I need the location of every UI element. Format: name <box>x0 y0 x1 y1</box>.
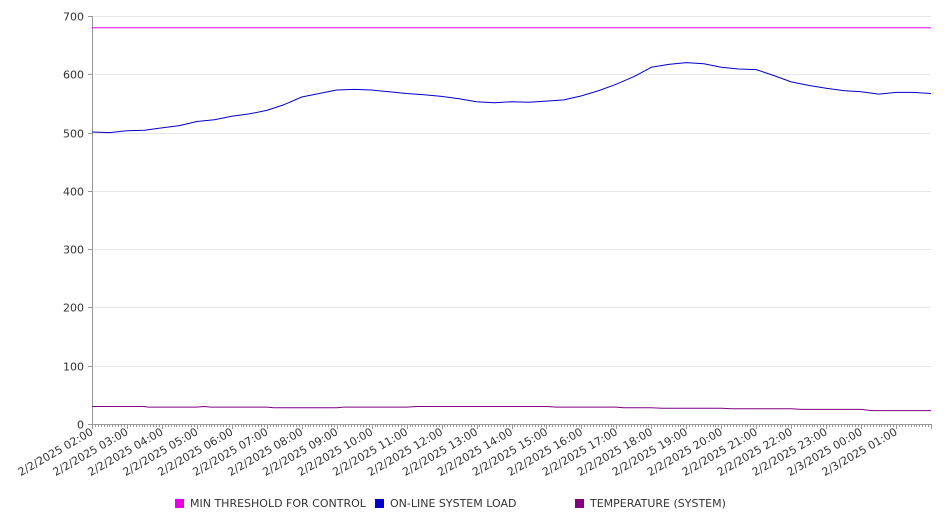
legend-swatch <box>375 499 384 508</box>
x-axis-tick-labels: 2/2/2025 02:002/2/2025 03:002/2/2025 04:… <box>16 425 900 479</box>
legend-item[interactable]: ON-LINE SYSTEM LOAD <box>375 497 516 510</box>
series-line-2 <box>92 406 931 412</box>
y-tick-label: 300 <box>63 244 84 257</box>
y-tick-label: 600 <box>63 69 84 82</box>
legend-label: ON-LINE SYSTEM LOAD <box>390 497 517 510</box>
legend-label: MIN THRESHOLD FOR CONTROL <box>190 497 366 510</box>
gridlines <box>92 16 931 367</box>
legend-item[interactable]: TEMPERATURE (SYSTEM) <box>575 497 726 510</box>
series-lines <box>91 27 932 412</box>
legend: MIN THRESHOLD FOR CONTROL ON-LINE SYSTEM … <box>0 497 946 515</box>
legend-item[interactable]: MIN THRESHOLD FOR CONTROL <box>175 497 366 510</box>
y-axis-tick-labels: 0 100 200 300 400 500 600 700 <box>63 11 84 432</box>
y-tick-label: 0 <box>77 419 84 432</box>
axes <box>88 16 932 429</box>
y-tick-label: 400 <box>63 186 84 199</box>
series-line-1 <box>91 62 932 134</box>
legend-swatch <box>575 499 584 508</box>
y-tick-label: 700 <box>63 11 84 24</box>
legend-label: TEMPERATURE (SYSTEM) <box>590 497 726 510</box>
legend-swatch <box>175 499 184 508</box>
y-tick-label: 500 <box>63 128 84 141</box>
y-tick-label: 100 <box>63 361 84 374</box>
y-tick-label: 200 <box>63 302 84 315</box>
